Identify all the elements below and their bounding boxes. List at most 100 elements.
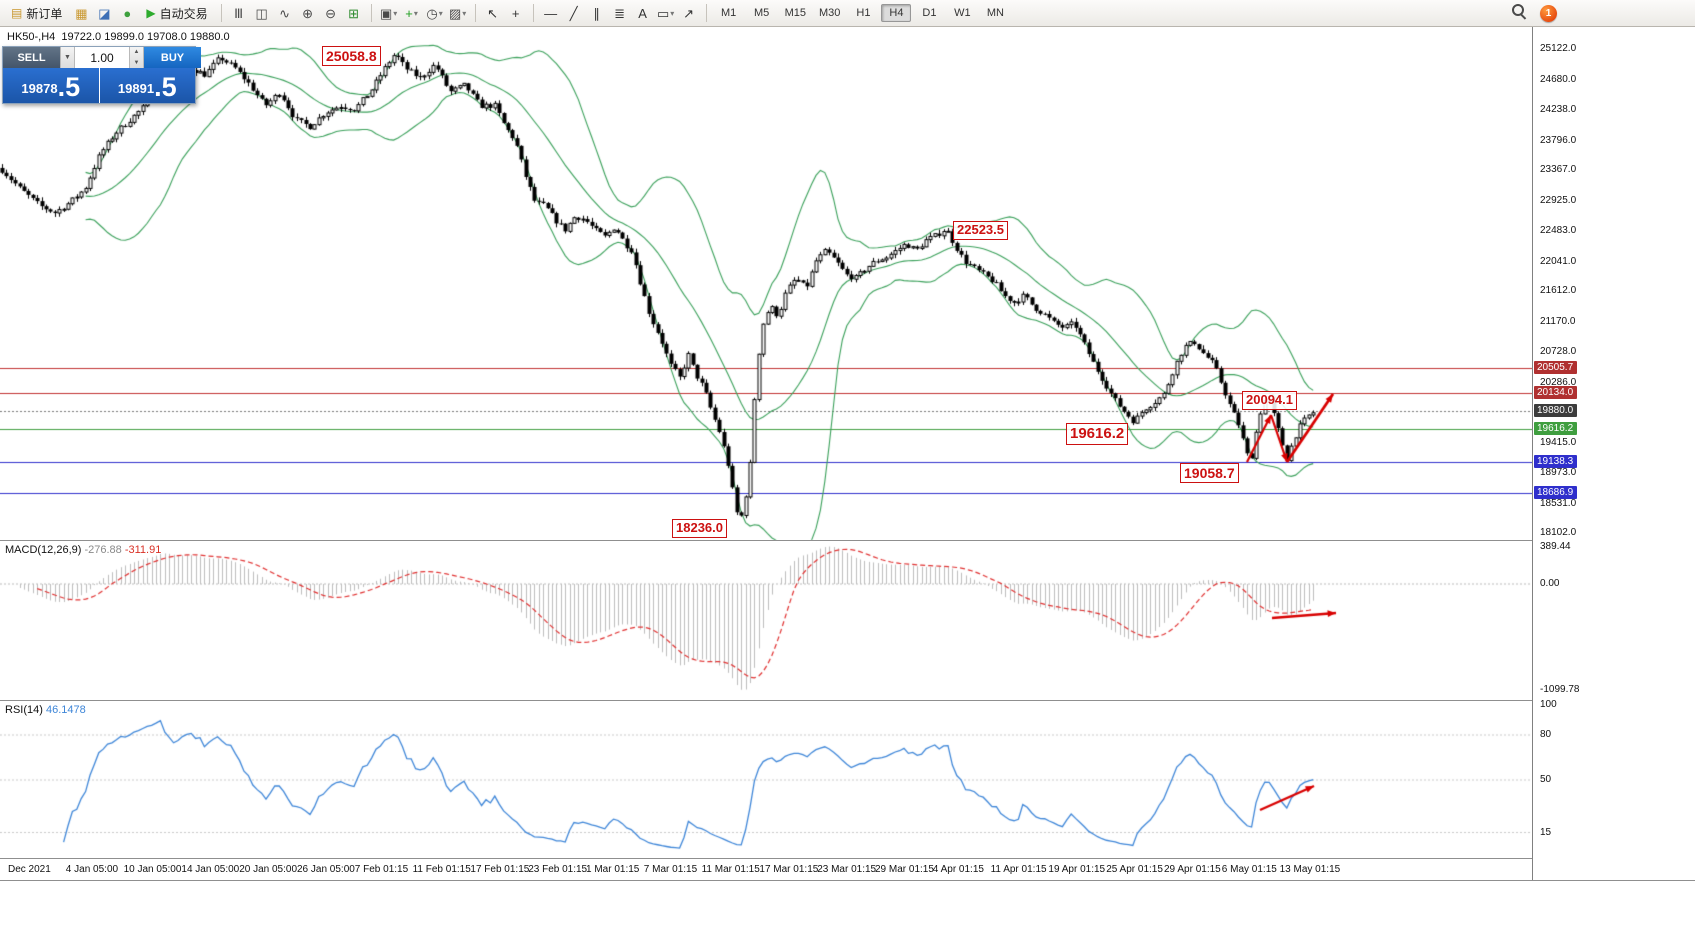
fibonacci-icon[interactable]: ≣ — [609, 3, 631, 24]
spinner-up-icon[interactable]: ▲ — [133, 49, 140, 56]
price-tag-19616.2: 19616.2 — [1534, 421, 1578, 435]
price-tick: 20728.0 — [1540, 346, 1577, 358]
timeframe-d1-button[interactable]: D1 — [922, 7, 937, 19]
price-tick: 24238.0 — [1540, 104, 1577, 116]
arrange-windows-icon[interactable]: ▣ ▾ — [378, 3, 400, 24]
time-tick: 7 Feb 01:15 — [354, 864, 409, 875]
periods-icon[interactable]: ◷ ▾ — [424, 3, 446, 24]
rsi-tick: 80 — [1540, 729, 1552, 740]
crosshair-icon[interactable]: + — [505, 3, 527, 24]
panel-separator-rsi[interactable] — [0, 700, 1695, 701]
price-tick: 22041.0 — [1540, 255, 1577, 267]
toolbar: ▤ 新订单 ▦ ◪ ● ▶ 自动交易 Ⅲ ◫ ∿ ⊕ ⊖ ⊞ ▣ ▾ + ▾ ◷ ▾ ▨ ▾ ↖ + ― ╱ ∥ ≣ A ▭ ▾ ↗ M1 M5… — [0, 0, 1695, 27]
indicators-add-icon[interactable]: + ▾ — [401, 3, 423, 24]
caret-down-icon: ▾ — [438, 8, 443, 18]
tile-windows-icon[interactable]: ⊞ — [343, 3, 365, 24]
bar-chart-icon[interactable]: Ⅲ — [228, 3, 250, 24]
shapes-icon[interactable]: ▭ ▾ — [655, 3, 677, 24]
buy-button[interactable]: BUY — [144, 47, 201, 68]
time-tick: 26 Jan 05:00 — [297, 864, 355, 875]
timeframe-mn-button[interactable]: MN — [986, 7, 1004, 19]
price-tag-20505.7: 20505.7 — [1534, 360, 1578, 374]
sell-button[interactable]: SELL — [3, 47, 60, 68]
order-options-caret[interactable]: ▼ — [60, 47, 75, 68]
price-tag-18686.9: 18686.9 — [1534, 485, 1578, 499]
macd-tick: 0.00 — [1540, 578, 1560, 589]
buy-price-fraction: .5 — [154, 72, 177, 102]
market-watch-icon[interactable]: ● — [116, 3, 138, 24]
notification-badge[interactable]: 1 — [1540, 5, 1557, 22]
toolbar-items: ▤ 新订单 ▦ ◪ ● ▶ 自动交易 Ⅲ ◫ ∿ ⊕ ⊖ ⊞ ▣ ▾ + ▾ ◷ ▾ ▨ ▾ ↖ + ― ╱ ∥ ≣ A ▭ ▾ ↗ M1 M5… — [0, 3, 1011, 24]
new-order-button-label: 新订单 — [26, 6, 63, 21]
time-tick: 6 May 01:15 — [1221, 864, 1277, 875]
data-window-icon[interactable]: ▦ — [70, 3, 92, 24]
trendline-icon[interactable]: ╱ — [563, 3, 585, 24]
market-watch-icon: ● — [123, 5, 132, 21]
candlestick-chart-icon[interactable]: ◫ — [251, 3, 273, 24]
spinner-down-icon[interactable]: ▼ — [133, 59, 140, 66]
time-tick: Dec 2021 — [8, 864, 51, 875]
horizontal-line-icon: ― — [544, 5, 558, 21]
periods-icon: ◷ — [426, 5, 438, 21]
time-tick: 23 Feb 01:15 — [528, 864, 588, 875]
autotrade-button[interactable]: ▶ 自动交易 — [139, 3, 214, 24]
timeframe-h4-button[interactable]: H4 — [881, 4, 912, 22]
price-tick: 23367.0 — [1540, 164, 1577, 176]
macd-name: MACD(12,26,9) — [5, 544, 82, 556]
navigator-icon[interactable]: ◪ — [93, 3, 115, 24]
new-order-button[interactable]: ▤ 新订单 — [4, 3, 69, 24]
price-tick: 24680.0 — [1540, 73, 1577, 85]
horizontal-line-icon[interactable]: ― — [540, 3, 562, 24]
toolbar-separator — [220, 4, 222, 22]
zoom-in-icon: ⊕ — [302, 5, 314, 21]
timeframe-m5-button[interactable]: M5 — [753, 7, 770, 19]
zoom-in-icon[interactable]: ⊕ — [297, 3, 319, 24]
rsi-value: 46.1478 — [42, 704, 86, 716]
time-tick: 20 Jan 05:00 — [239, 864, 298, 875]
time-tick: 17 Mar 01:15 — [759, 864, 819, 875]
channel-icon[interactable]: ∥ — [586, 3, 608, 24]
timeframe-h1-button[interactable]: H1 — [856, 7, 871, 19]
price-tick: 18531.0 — [1540, 497, 1577, 509]
macd-value-2: -311.91 — [121, 544, 162, 556]
time-tick: 23 Mar 01:15 — [817, 864, 877, 875]
time-tick: 1 Mar 01:15 — [586, 864, 640, 875]
text-tool-icon[interactable]: A — [632, 3, 654, 24]
cursor-icon[interactable]: ↖ — [482, 3, 504, 24]
search-icon[interactable] — [1512, 4, 1526, 23]
time-tick: 11 Apr 01:15 — [990, 864, 1047, 875]
timeframe-m1-button[interactable]: M1 — [720, 7, 737, 19]
panel-separator-macd[interactable] — [0, 540, 1695, 541]
price-tick: 25122.0 — [1540, 43, 1577, 55]
timeframe-m15-button[interactable]: M15 — [784, 7, 807, 19]
caret-down-icon: ▾ — [393, 8, 398, 18]
arrows-tool-icon[interactable]: ↗ — [678, 3, 700, 24]
volume-input[interactable] — [75, 47, 129, 68]
sell-price-button[interactable]: 19878.5 — [3, 68, 99, 103]
toolbar-separator — [474, 4, 476, 22]
toolbar-right: 1 — [1512, 0, 1557, 27]
shapes-icon: ▭ — [656, 5, 670, 21]
cursor-icon: ↖ — [487, 5, 499, 21]
time-axis-border — [0, 858, 1695, 859]
time-tick: 14 Jan 05:00 — [181, 864, 240, 875]
toolbar-separator — [370, 4, 372, 22]
trendline-icon: ╱ — [569, 5, 578, 21]
timeframe-m30-button[interactable]: M30 — [819, 7, 841, 19]
volume-spinner[interactable]: ▲ ▼ — [129, 47, 144, 68]
templates-icon[interactable]: ▨ ▾ — [447, 3, 469, 24]
rsi-indicator-label: RSI(14) 46.1478 — [5, 704, 86, 716]
fibonacci-icon: ≣ — [614, 5, 626, 21]
rsi-tick: 100 — [1540, 699, 1557, 710]
chart-canvas[interactable] — [0, 27, 1532, 880]
zoom-out-icon[interactable]: ⊖ — [320, 3, 342, 24]
navigator-icon: ◪ — [98, 5, 111, 21]
rsi-tick: 15 — [1540, 826, 1552, 838]
buy-price-button[interactable]: 19891.5 — [99, 68, 195, 103]
timeframe-w1-button[interactable]: W1 — [954, 7, 971, 19]
trade-widget-prices: 19878.5 19891.5 — [3, 68, 195, 103]
arrange-windows-icon: ▣ — [379, 5, 393, 21]
crosshair-icon: + — [511, 5, 520, 21]
line-chart-icon[interactable]: ∿ — [274, 3, 296, 24]
one-click-trade-widget: SELL ▼ ▲▼ BUY 19878.5 19891.5 — [2, 46, 201, 104]
